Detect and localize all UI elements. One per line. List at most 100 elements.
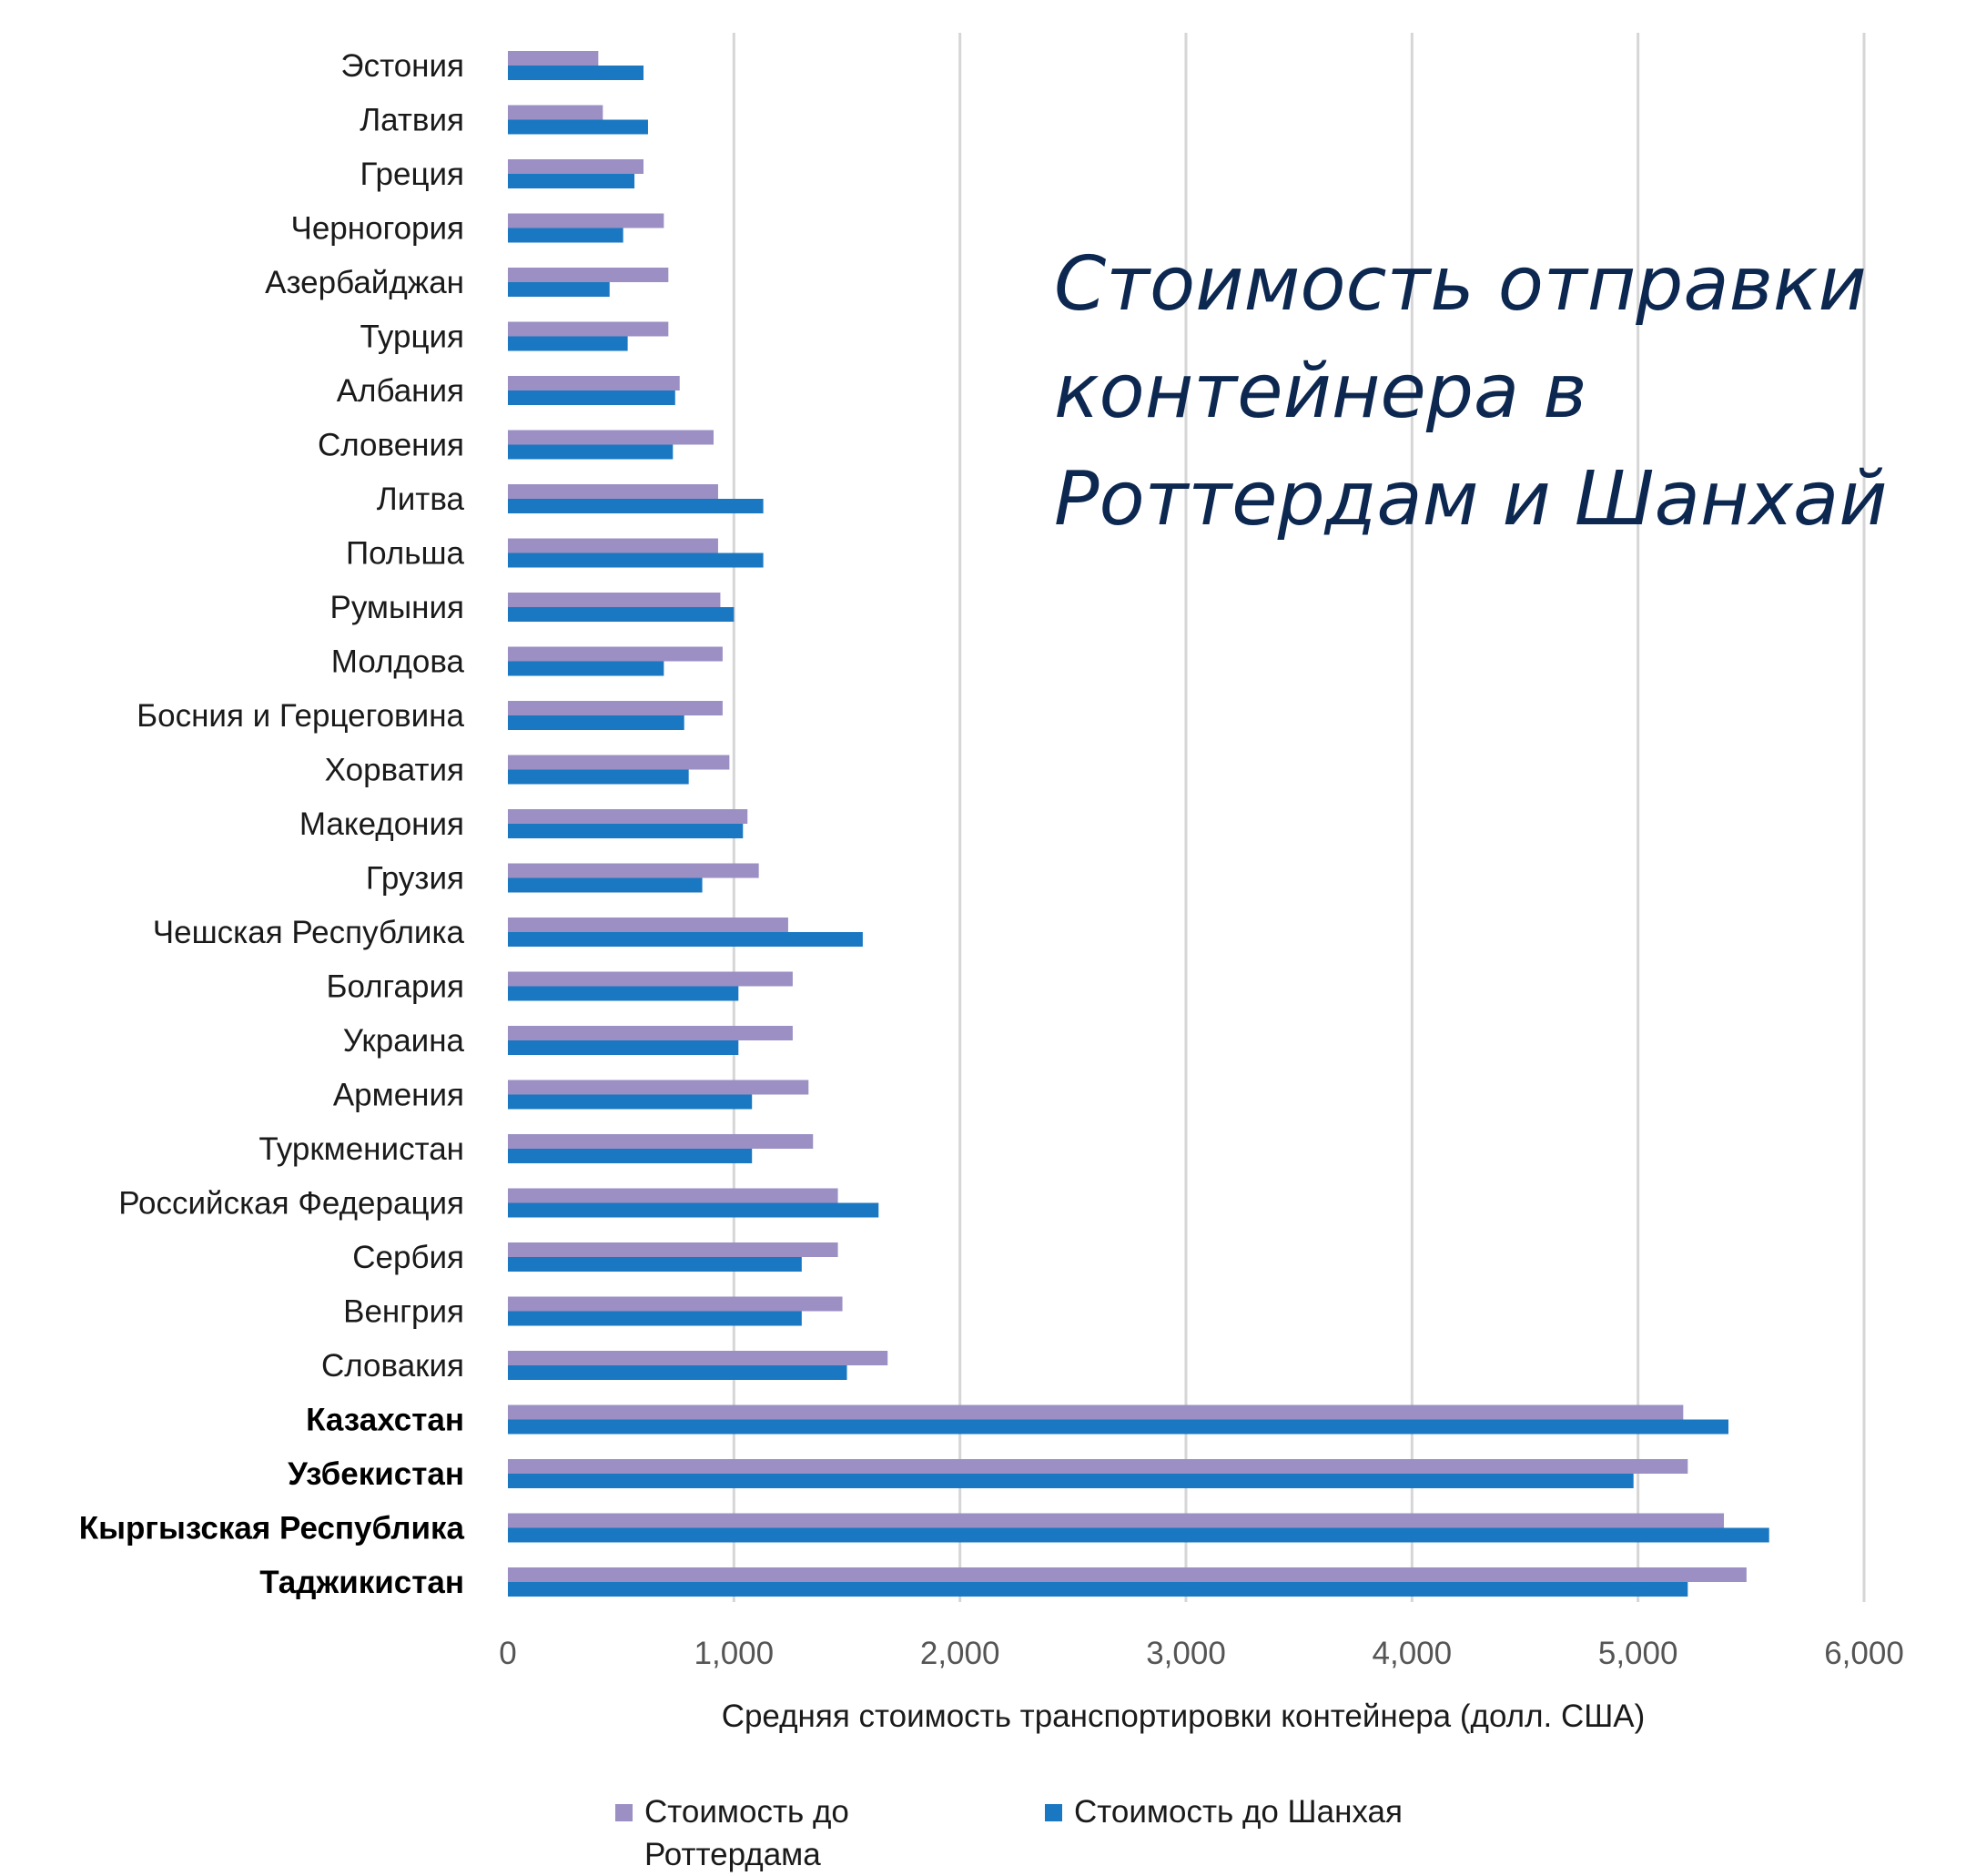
- bar-shanghai: [508, 1419, 1728, 1435]
- category-label: Черногория: [291, 211, 464, 247]
- bar-shanghai: [508, 119, 648, 135]
- title-line-1: Стоимость отправки: [1054, 241, 1867, 328]
- chart-title: Стоимость отправки контейнера в Роттерда…: [1054, 241, 1888, 543]
- bar-shanghai: [508, 1527, 1769, 1543]
- category-label: Сербия: [352, 1240, 464, 1275]
- bar-rotterdam: [508, 268, 669, 282]
- category-label: Кыргызская Республика: [79, 1511, 465, 1546]
- bar-shanghai: [508, 1040, 739, 1055]
- x-tick-label: 1,000: [694, 1636, 775, 1671]
- legend-swatch-rotterdam: [615, 1804, 633, 1821]
- legend-swatch-shanghai: [1045, 1804, 1062, 1821]
- bar-rotterdam: [508, 971, 793, 987]
- category-label: Словакия: [321, 1348, 464, 1384]
- bar-rotterdam: [508, 755, 730, 770]
- bar-rotterdam: [508, 918, 788, 932]
- category-label: Турция: [360, 319, 464, 355]
- bar-rotterdam: [508, 1188, 838, 1203]
- category-label: Словения: [318, 428, 464, 463]
- bar-shanghai: [508, 228, 623, 243]
- legend-label-rotterdam-line-1: Стоимость до: [644, 1794, 849, 1830]
- bar-rotterdam: [508, 105, 603, 120]
- category-label: Азербайджан: [265, 265, 464, 300]
- bar-rotterdam: [508, 484, 718, 499]
- bar-shanghai: [508, 66, 644, 80]
- gridlines: [732, 33, 1866, 1602]
- category-label: Венгрия: [343, 1294, 464, 1330]
- bar-rotterdam: [508, 213, 664, 228]
- bar-rotterdam: [508, 1080, 809, 1095]
- bar-shanghai: [508, 607, 735, 622]
- x-tick-label: 3,000: [1146, 1636, 1226, 1671]
- bar-rotterdam: [508, 1404, 1684, 1420]
- category-label: Таджикистан: [259, 1565, 464, 1600]
- bar-rotterdam: [508, 646, 723, 662]
- legend-label-shanghai: Стоимость до Шанхая: [1074, 1794, 1403, 1830]
- bar-rotterdam: [508, 376, 680, 390]
- bar-rotterdam: [508, 1459, 1688, 1474]
- category-label: Албания: [337, 373, 464, 409]
- bar-rotterdam: [508, 51, 599, 66]
- title-line-3: Роттердам и Шанхай: [1054, 456, 1888, 543]
- category-label: Российская Федерация: [118, 1186, 464, 1222]
- category-label: Туркменистан: [258, 1131, 464, 1167]
- bar-shanghai: [508, 1149, 753, 1163]
- bar-shanghai: [508, 390, 675, 405]
- x-tick-label: 0: [499, 1636, 516, 1671]
- bar-shanghai: [508, 1582, 1688, 1597]
- category-label: Румыния: [329, 590, 464, 625]
- bar-rotterdam: [508, 321, 669, 337]
- category-label: Болгария: [326, 969, 464, 1005]
- bar-rotterdam: [508, 430, 714, 445]
- bar-shanghai: [508, 336, 628, 351]
- bar-rotterdam: [508, 1296, 843, 1312]
- category-label: Грузия: [366, 861, 464, 897]
- bar-rotterdam: [508, 863, 759, 878]
- legend-label-rotterdam-line-2: Роттердама: [644, 1837, 821, 1872]
- category-label: Греция: [360, 157, 464, 192]
- bar-rotterdam: [508, 538, 718, 553]
- bar-shanghai: [508, 1365, 847, 1380]
- bar-rotterdam: [508, 1026, 793, 1040]
- category-label: Молдова: [331, 644, 465, 680]
- bar-shanghai: [508, 932, 863, 947]
- bar-shanghai: [508, 877, 703, 893]
- bar-shanghai: [508, 986, 739, 1001]
- bar-rotterdam: [508, 809, 748, 824]
- bar-shanghai: [508, 1094, 753, 1110]
- bar-shanghai: [508, 1311, 802, 1326]
- bars: [508, 51, 1769, 1597]
- bar-rotterdam: [508, 1134, 814, 1149]
- bar-rotterdam: [508, 593, 721, 607]
- bar-shanghai: [508, 1257, 802, 1272]
- bar-shanghai: [508, 499, 764, 513]
- x-axis-title: Средняя стоимость транспортировки контей…: [722, 1699, 1646, 1734]
- bar-rotterdam: [508, 1513, 1725, 1528]
- bar-shanghai: [508, 1202, 879, 1218]
- bar-shanghai: [508, 553, 764, 568]
- legend: Стоимость до Роттердама Стоимость до Шан…: [615, 1794, 1403, 1872]
- bar-shanghai: [508, 824, 744, 838]
- category-label: Казахстан: [306, 1403, 464, 1438]
- category-label: Македония: [299, 806, 464, 842]
- category-label: Литва: [377, 482, 465, 517]
- category-labels: Эстония Латвия Греция Черногория Азербайджан…: [79, 48, 465, 1600]
- x-tick-labels: 0 1,000 2,000 3,000 4,000 5,000 6,000: [499, 1636, 1904, 1671]
- category-label: Латвия: [360, 103, 464, 138]
- category-label: Чешская Республика: [153, 915, 465, 950]
- bar-shanghai: [508, 1474, 1634, 1488]
- x-tick-label: 2,000: [920, 1636, 1000, 1671]
- category-label: Польша: [346, 536, 465, 572]
- bar-rotterdam: [508, 1351, 888, 1365]
- bar-shanghai: [508, 444, 674, 460]
- bar-shanghai: [508, 282, 610, 297]
- bar-rotterdam: [508, 701, 723, 715]
- bar-rotterdam: [508, 1567, 1747, 1582]
- category-label: Хорватия: [325, 753, 464, 788]
- bar-shanghai: [508, 769, 689, 785]
- bar-rotterdam: [508, 1242, 838, 1257]
- category-label: Босния и Герцеговина: [137, 698, 464, 734]
- x-tick-label: 4,000: [1373, 1636, 1453, 1671]
- category-label: Эстония: [340, 48, 464, 84]
